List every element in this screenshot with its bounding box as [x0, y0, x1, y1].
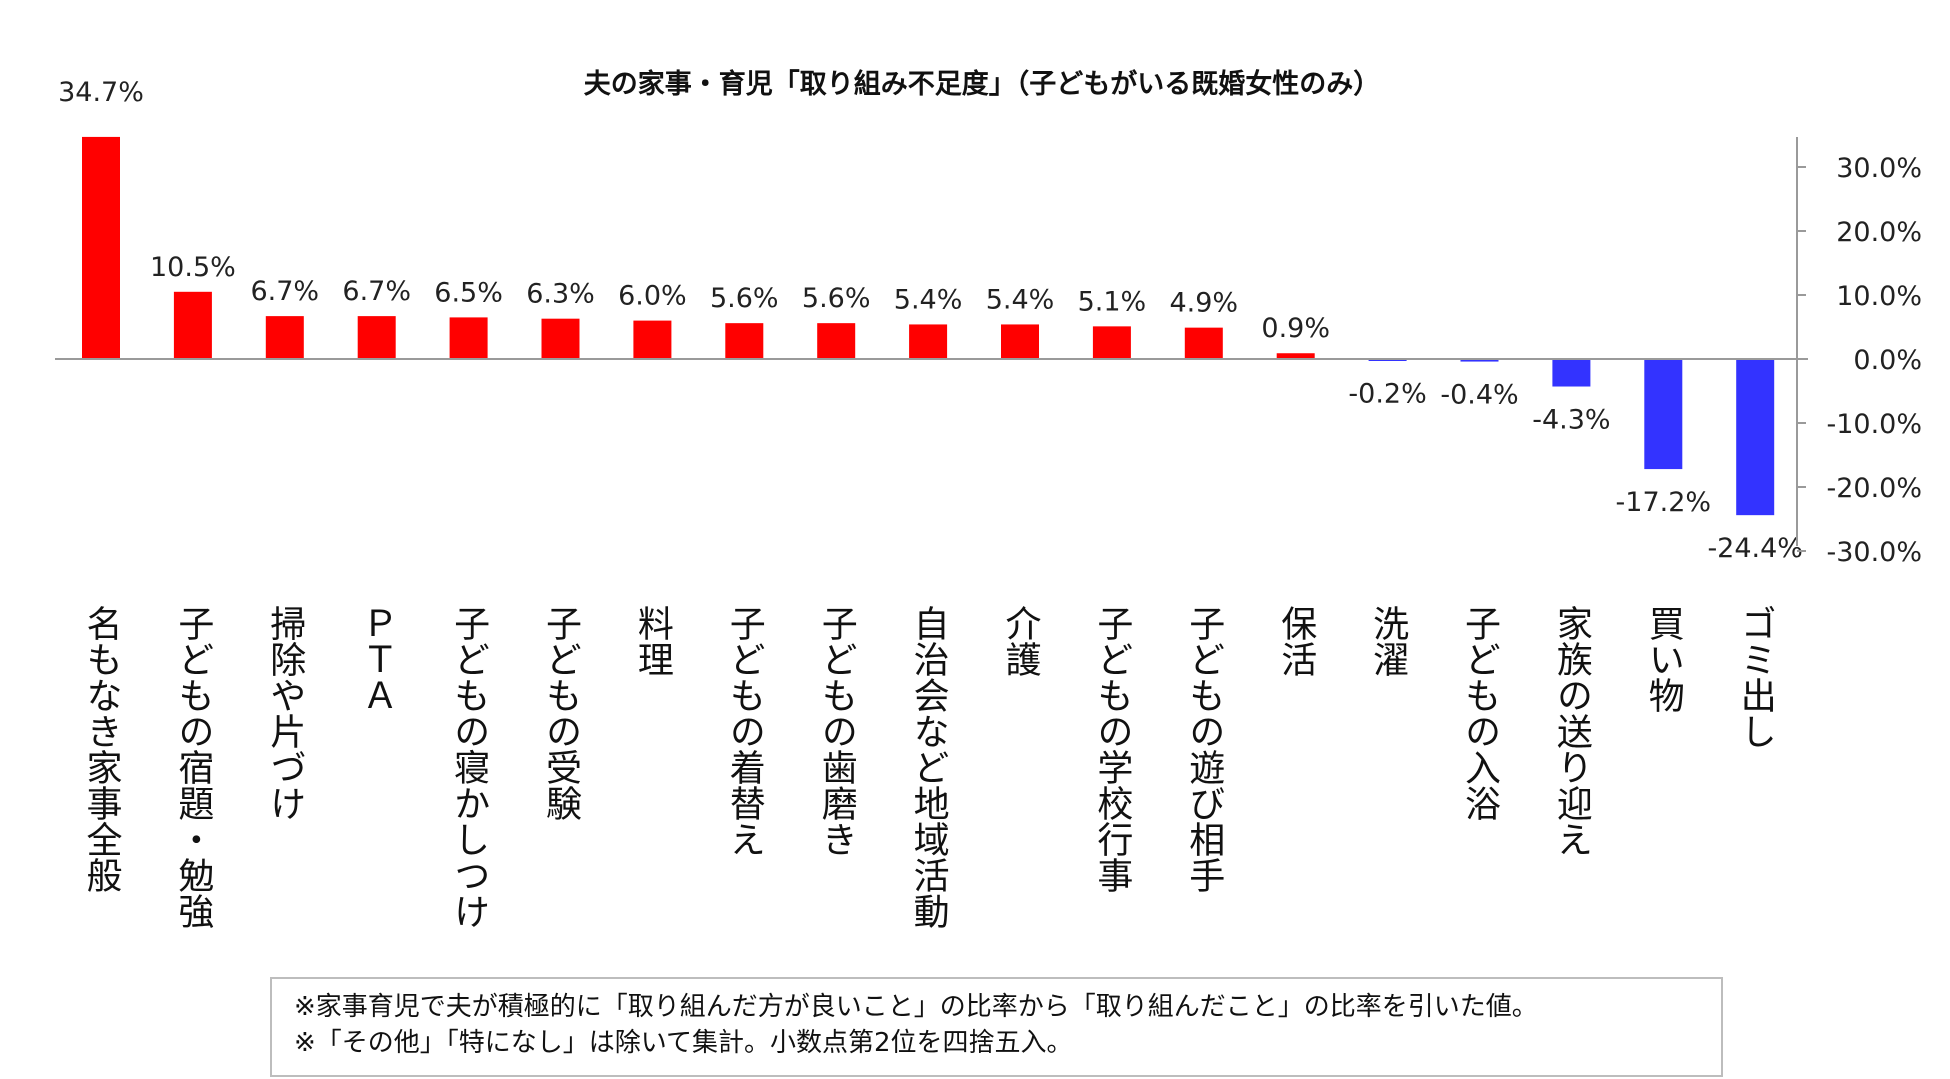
- bar-17: [1552, 359, 1591, 387]
- category-label-16: 子どもの入浴: [1459, 605, 1500, 821]
- category-label-19: ゴミ出し: [1735, 605, 1776, 749]
- value-label-14: 0.9%: [1261, 313, 1330, 344]
- bar-chart: 夫の家事・育児「取り組み不足度」（子どもがいる既婚女性のみ） 34.7% 10.5…: [55, 68, 1922, 929]
- category-label-10: 自治会など地域活動: [908, 605, 949, 929]
- bar-7: [633, 320, 672, 359]
- footnote-line-1: ※家事育児で夫が積極的に「取り組んだ方が良いこと」の比率から「取り組んだこと」の…: [294, 992, 1538, 1022]
- bar-2: [173, 291, 212, 359]
- bar-9: [817, 323, 856, 359]
- value-label-5: 6.5%: [434, 277, 503, 308]
- value-label-19: -24.4%: [1707, 533, 1803, 564]
- footnote-line-2: ※「その他」「特になし」は除いて集計。小数点第2位を四捨五入。: [294, 1028, 1073, 1058]
- category-label-11: 介護: [1000, 605, 1041, 677]
- value-label-8: 5.6%: [710, 283, 779, 314]
- value-label-13: 4.9%: [1169, 288, 1238, 319]
- category-label-15: 洗濯: [1367, 605, 1408, 677]
- value-label-17: -4.3%: [1532, 405, 1610, 436]
- bar-13: [1184, 327, 1223, 359]
- category-label-17: 家族の送り迎え: [1551, 605, 1593, 857]
- value-label-15: -0.2%: [1348, 378, 1426, 409]
- category-label-4: ＰＴＡ: [356, 605, 397, 713]
- bar-4: [357, 316, 396, 359]
- value-label-18: -17.2%: [1616, 487, 1712, 518]
- value-label-6: 6.3%: [526, 279, 595, 310]
- y-tick-label-6: -20.0%: [1826, 473, 1922, 504]
- bar-12: [1092, 326, 1131, 359]
- bar-14: [1276, 353, 1315, 359]
- footnote-box: ※家事育児で夫が積極的に「取り組んだ方が良いこと」の比率から「取り組んだこと」の…: [270, 977, 1723, 1077]
- category-label-8: 子どもの着替え: [724, 605, 765, 857]
- bar-19: [1736, 359, 1775, 516]
- value-labels-group: 34.7% 10.5% 6.7% 6.7% 6.5% 6.3% 6.0% 5.6% 5.6% 5.…: [58, 77, 1803, 564]
- value-label-4: 6.7%: [342, 276, 411, 307]
- category-label-13: 子どもの遊び相手: [1183, 605, 1224, 893]
- y-tick-label-4: 0.0%: [1853, 345, 1922, 376]
- bar-1: [82, 136, 120, 359]
- y-tick-label-7: -30.0%: [1826, 537, 1922, 568]
- category-labels-group: 名もなき家事全般 子どもの宿題・勉強 掃除や片づけ ＰＴＡ 子どもの寝かしつけ 子どもの受…: [81, 605, 1776, 929]
- value-label-10: 5.4%: [894, 284, 963, 315]
- value-label-9: 5.6%: [802, 283, 871, 314]
- y-tick-label-5: -10.0%: [1826, 409, 1922, 440]
- value-label-7: 6.0%: [618, 281, 687, 312]
- bar-6: [541, 318, 580, 359]
- value-label-16: -0.4%: [1440, 380, 1518, 411]
- value-label-2: 10.5%: [150, 252, 236, 283]
- category-label-14: 保活: [1275, 605, 1317, 677]
- category-label-1: 名もなき家事全般: [81, 605, 123, 893]
- bar-18: [1644, 359, 1683, 470]
- bar-3: [265, 316, 304, 359]
- bars-group: [82, 136, 1775, 516]
- y-tick-label-2: 20.0%: [1836, 217, 1922, 248]
- category-label-5: 子どもの寝かしつけ: [448, 605, 489, 929]
- bar-11: [1001, 324, 1039, 359]
- y-tick-label-1: 30.0%: [1836, 153, 1922, 184]
- bar-16: [1460, 359, 1499, 362]
- value-label-1: 34.7%: [58, 77, 144, 108]
- category-label-12: 子どもの学校行事: [1091, 605, 1133, 893]
- value-label-3: 6.7%: [250, 276, 319, 307]
- category-label-7: 料理: [632, 605, 673, 677]
- category-label-18: 買い物: [1643, 605, 1684, 713]
- category-label-9: 子どもの歯磨き: [816, 605, 858, 857]
- y-axis: 30.0% 20.0% 10.0% 0.0% -10.0% -20.0% -30.0%: [1796, 137, 1922, 568]
- y-tick-label-3: 10.0%: [1836, 281, 1922, 312]
- bar-5: [449, 317, 488, 359]
- chart-title: 夫の家事・育児「取り組み不足度」（子どもがいる既婚女性のみ）: [584, 68, 1381, 100]
- category-label-3: 掃除や片づけ: [264, 605, 305, 821]
- category-label-6: 子どもの受験: [540, 605, 581, 821]
- category-label-2: 子どもの宿題・勉強: [172, 605, 213, 929]
- value-label-11: 5.4%: [986, 284, 1055, 315]
- bar-8: [725, 323, 764, 359]
- bar-10: [909, 324, 948, 359]
- value-label-12: 5.1%: [1078, 286, 1147, 317]
